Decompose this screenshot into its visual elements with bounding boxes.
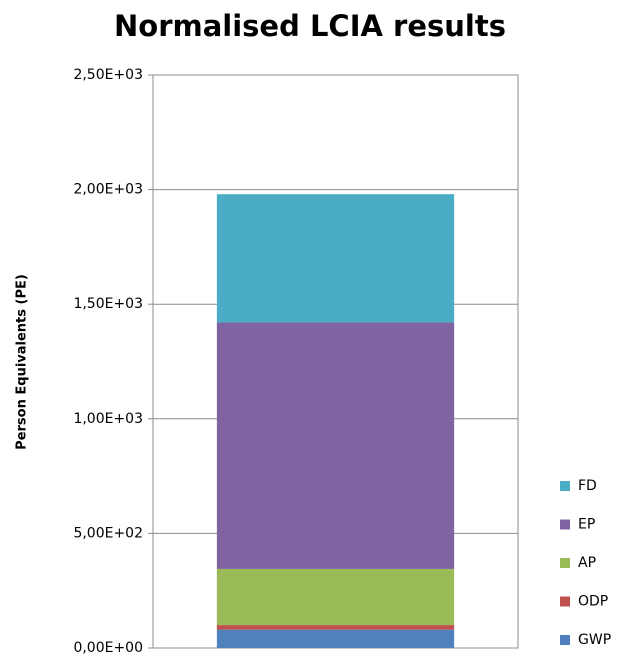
- bar-segment: [216, 568, 455, 626]
- y-axis-label: Person Equivalents (PE): [15, 274, 30, 450]
- legend-swatch: [560, 596, 570, 607]
- y-tick-label: 1,50E+03: [73, 296, 143, 312]
- y-tick-label: 5,00E+02: [73, 525, 143, 541]
- y-tick-label: 2,50E+03: [73, 67, 143, 83]
- legend-label: FD: [578, 478, 597, 494]
- legend-swatch: [560, 635, 570, 645]
- legend-swatch: [560, 519, 570, 530]
- y-tick-label: 0,00E+00: [73, 640, 143, 656]
- legend-label: GWP: [578, 632, 611, 648]
- y-tick-label: 1,00E+03: [73, 411, 143, 427]
- legend-swatch: [560, 558, 570, 568]
- bar-segment: [216, 194, 455, 323]
- chart-title: Normalised LCIA results: [114, 9, 506, 43]
- legend-swatch: [560, 481, 570, 491]
- legend-label: ODP: [578, 594, 608, 610]
- y-tick-label: 2,00E+03: [73, 182, 143, 198]
- bar-segment: [216, 625, 455, 630]
- legend-label: EP: [578, 517, 595, 533]
- bar-segment: [216, 629, 455, 648]
- legend-label: AP: [578, 555, 596, 571]
- bar-segment: [216, 322, 455, 569]
